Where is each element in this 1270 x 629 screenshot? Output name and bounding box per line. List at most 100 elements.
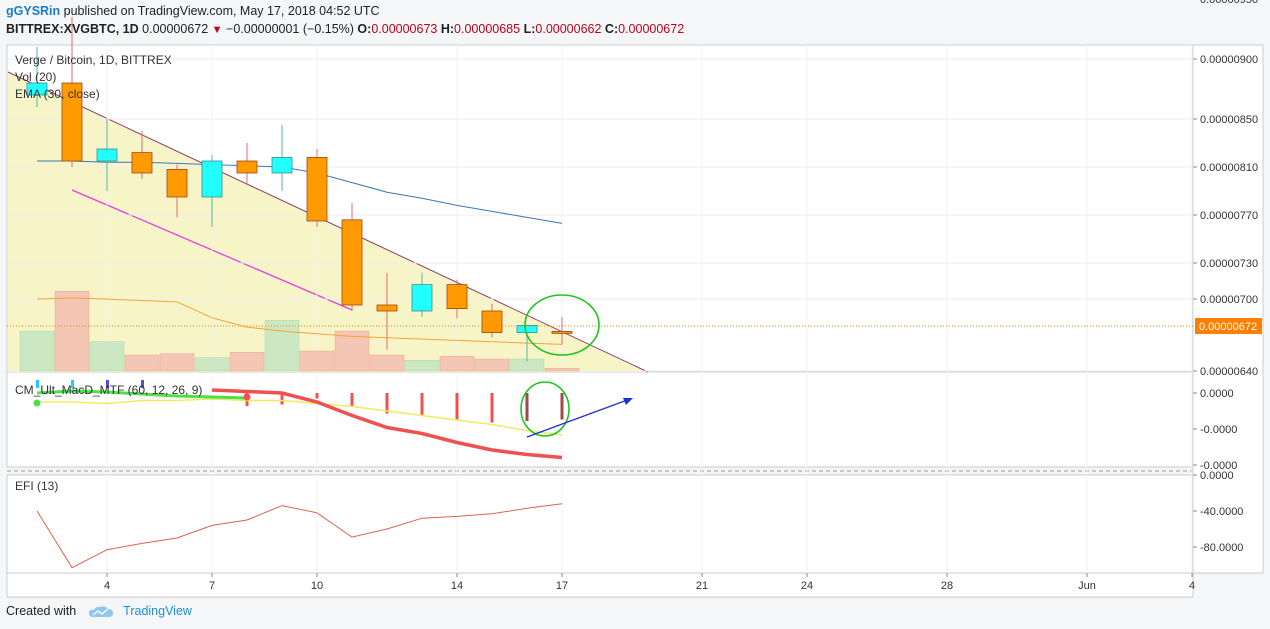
macd-pane-title: CM_Ult_MacD_MTF (60, 12, 26, 9) [15, 383, 202, 397]
macd-tick-label: -0.0000 [1200, 424, 1237, 436]
open-value: 0.00000673 [371, 22, 438, 36]
volume-bar [19, 330, 55, 372]
macd-histogram-bar [525, 393, 529, 421]
candle-body [341, 219, 363, 306]
efi-axis-ticks: 0.0000 -40.0000 -80.0000 [1193, 470, 1243, 554]
candle-body [236, 160, 258, 174]
volume-bar [159, 353, 195, 372]
candle-body [131, 152, 153, 174]
time-tick-label: 24 [801, 580, 813, 592]
efi-tick-label: -80.0000 [1200, 542, 1243, 554]
price-tick-label: 0.00000810 [1200, 162, 1258, 174]
macd-marker [36, 380, 39, 388]
volume-bar [194, 357, 230, 372]
price-tick-label: 0.00000900 [1200, 54, 1258, 66]
macd-histogram-bar [350, 393, 354, 406]
volume-bar [264, 320, 300, 372]
candle-body [411, 284, 433, 312]
high-label: H: [440, 22, 455, 36]
candle-body [551, 330, 573, 334]
last-price: 0.00000672 [142, 22, 209, 36]
efi-line [36, 503, 563, 569]
time-tick-label: 4 [1189, 580, 1195, 592]
macd-marker [71, 380, 74, 388]
price-change: −0.00000001 (−0.15%) [226, 22, 354, 36]
symbol-quote-line: BITTREX:XVGBTC, 1D 0.00000672 ▼ −0.00000… [6, 22, 684, 36]
macd-line [211, 388, 563, 460]
price-axis[interactable] [1192, 44, 1264, 574]
time-tick-label: 28 [941, 580, 953, 592]
macd-marker [106, 380, 109, 388]
high-value: 0.00000685 [454, 22, 521, 36]
price-pane-title: Verge / Bitcoin, 1D, BITTREX [15, 53, 172, 67]
macd-axis-ticks: 0.0000 -0.0000 -0.0000 [1193, 388, 1237, 472]
volume-bar [369, 354, 405, 372]
candle-body [271, 156, 293, 174]
volume-bar [544, 368, 580, 372]
volume-bar [229, 352, 265, 372]
volume-ma-line [36, 297, 563, 345]
volume-bar [439, 356, 475, 372]
open-label: O: [357, 22, 372, 36]
candles [26, 17, 573, 362]
time-tick-label: 17 [556, 580, 568, 592]
trend-arrow-head [623, 398, 633, 405]
volume-bar [124, 354, 160, 372]
volume-bar [334, 330, 370, 372]
close-label: C: [604, 22, 619, 36]
macd-cross-dot-green [33, 399, 41, 407]
trend-arrow [526, 398, 631, 438]
time-axis-ticks: 4 7 10 14 17 21 24 28 Jun 4 [104, 573, 1195, 592]
time-tick-label: 4 [104, 580, 110, 592]
created-with-text: Created with [6, 604, 77, 618]
last-price-badge [1195, 318, 1262, 334]
macd-histogram-bar [455, 393, 459, 420]
candle-body [306, 156, 328, 222]
macd-histogram-bar [490, 393, 494, 423]
author-name[interactable]: gGYSRin [6, 4, 61, 18]
macd-histogram-bar [315, 393, 319, 399]
candle-body [201, 160, 223, 198]
macd-cross-dot-red [243, 393, 251, 401]
volume-bar [89, 341, 125, 372]
price-axis-ticks: 0.00000950 0.00000900 0.00000850 0.00000810… [1193, 0, 1258, 378]
tradingview-cloud-icon [88, 606, 113, 617]
down-arrow-icon: ▼ [211, 24, 223, 36]
candle-body [446, 284, 468, 310]
volume-bars [19, 290, 580, 372]
candle-body [96, 148, 118, 162]
candle-body [61, 82, 83, 162]
close-value: 0.00000672 [618, 22, 685, 36]
price-tick-label: 0.00000730 [1200, 258, 1258, 270]
macd-histogram-bar [385, 393, 389, 414]
macd-marker [141, 380, 144, 388]
time-tick-label: 21 [696, 580, 708, 592]
macd-histogram-bar [420, 393, 424, 415]
low-value: 0.00000662 [535, 22, 602, 36]
volume-bar [54, 290, 90, 372]
last-price-badge-text: 0.00000672 [1199, 321, 1257, 333]
candle-body [516, 324, 538, 333]
candle-body [26, 82, 48, 96]
ema-indicator-label: EMA (30, close) [15, 87, 100, 101]
time-tick-label: 14 [451, 580, 463, 592]
time-axis[interactable] [6, 572, 1194, 598]
price-tick-label: 0.00000770 [1200, 210, 1258, 222]
macd-signal-line [37, 398, 563, 436]
tradingview-link[interactable]: TradingView [123, 604, 192, 618]
efi-tick-label: 0.0000 [1200, 470, 1234, 482]
time-tick-label: Jun [1078, 580, 1096, 592]
low-label: L: [523, 22, 536, 36]
highlight-circle-price [524, 294, 600, 356]
volume-bar [299, 350, 335, 372]
candle-body [376, 304, 398, 312]
macd-histogram-bar [280, 393, 284, 405]
price-tick-label: 0.00000950 [1200, 0, 1258, 6]
candle-body [166, 168, 188, 198]
price-tick-label: 0.00000850 [1200, 114, 1258, 126]
upper-trendline[interactable] [7, 71, 649, 373]
efi-pane-title: EFI (13) [15, 479, 58, 493]
highlight-circle-macd [520, 381, 570, 437]
efi-pane[interactable] [6, 474, 1194, 574]
